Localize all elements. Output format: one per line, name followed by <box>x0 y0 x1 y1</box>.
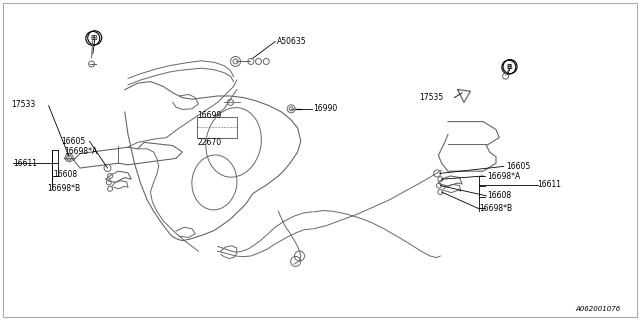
Text: 16608: 16608 <box>53 170 77 179</box>
Text: 16698*A: 16698*A <box>488 172 521 180</box>
Text: B: B <box>508 64 513 69</box>
Text: A062001076: A062001076 <box>575 306 621 312</box>
Text: 16990: 16990 <box>314 104 338 113</box>
Text: 16611: 16611 <box>538 180 562 189</box>
Text: 16698*B: 16698*B <box>47 184 80 193</box>
Text: 16605: 16605 <box>506 162 531 171</box>
Text: 16698*B: 16698*B <box>479 204 512 213</box>
Text: 17535: 17535 <box>419 93 444 102</box>
Text: B: B <box>90 36 95 41</box>
Text: 16699: 16699 <box>197 111 221 120</box>
Text: 17533: 17533 <box>12 100 36 109</box>
Text: 22670: 22670 <box>197 138 221 147</box>
Text: 16608: 16608 <box>488 191 512 200</box>
Text: B: B <box>506 64 511 70</box>
Text: 16611: 16611 <box>13 159 37 168</box>
Text: B: B <box>92 35 97 41</box>
Text: 16698*A: 16698*A <box>64 147 97 156</box>
Text: 16605: 16605 <box>61 137 85 146</box>
Text: A50635: A50635 <box>277 37 307 46</box>
